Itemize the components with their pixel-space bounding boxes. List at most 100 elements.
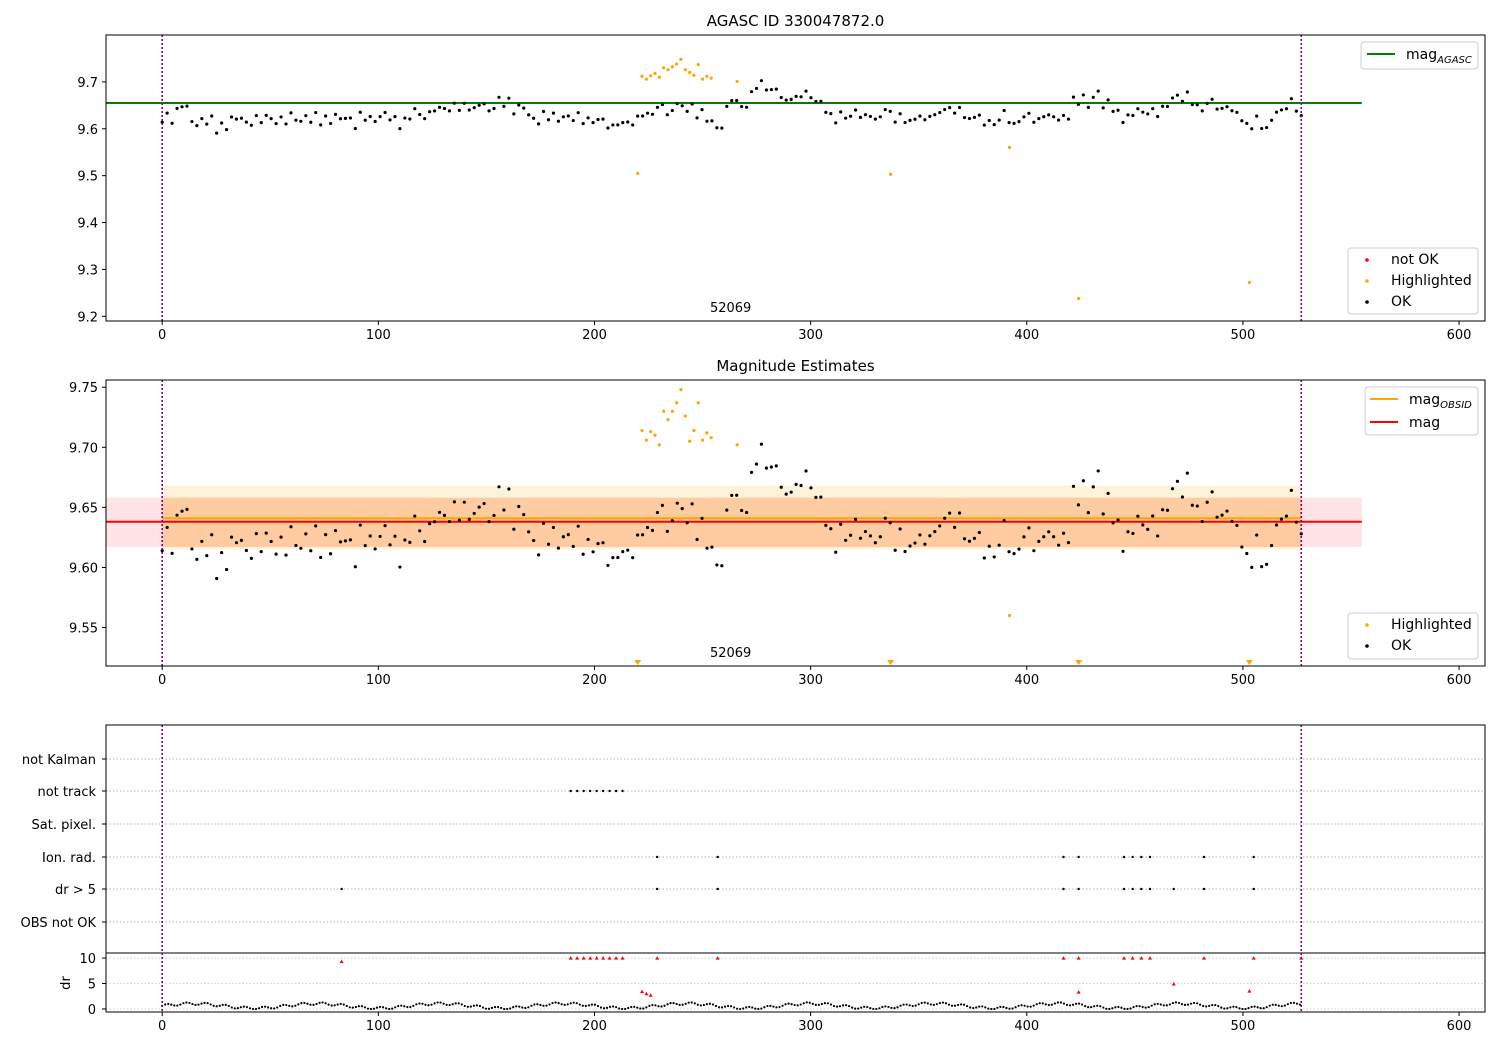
dr-point	[439, 1001, 442, 1004]
highlighted-point	[670, 409, 674, 413]
dr-point	[436, 1001, 439, 1004]
ok-point	[660, 102, 665, 107]
ok-point	[1146, 112, 1150, 116]
ok-point	[1012, 121, 1016, 125]
dr-point	[475, 1004, 479, 1007]
ok-point	[190, 119, 194, 124]
y-tick-label: 9.5	[77, 170, 98, 185]
ok-point	[1032, 549, 1036, 553]
dr-point	[869, 1007, 872, 1010]
dr-point	[1202, 1004, 1205, 1008]
ok-point	[784, 98, 788, 102]
ok-point	[541, 521, 546, 525]
dr-point	[312, 1003, 315, 1006]
dr-point	[1056, 1001, 1059, 1004]
ok-point	[348, 116, 352, 120]
dr-point	[566, 1003, 569, 1006]
ok-point	[1012, 552, 1016, 556]
dr-point	[599, 1006, 603, 1009]
ok-point	[992, 555, 996, 559]
flag-point	[340, 887, 343, 891]
legend-dot-swatch	[1365, 279, 1369, 283]
dr-point	[263, 1005, 267, 1008]
dr-point	[1171, 1001, 1174, 1005]
ok-point	[908, 118, 912, 122]
dr-point	[630, 1005, 633, 1009]
ok-point	[294, 118, 298, 122]
flag-point	[595, 789, 598, 793]
dr-point	[306, 1002, 309, 1005]
dr-high-point	[620, 956, 625, 960]
dr-point	[602, 1007, 606, 1010]
dr-point	[1014, 1006, 1017, 1009]
dr-point	[1065, 1003, 1069, 1006]
legend-dot-swatch	[1365, 258, 1369, 262]
dr-point	[197, 1003, 200, 1006]
dr-point	[506, 1007, 509, 1011]
dr-point	[164, 1003, 167, 1006]
ok-point	[829, 112, 833, 116]
ok-point	[1260, 126, 1264, 131]
highlighted-point	[683, 68, 687, 72]
dr-point	[962, 1003, 966, 1006]
ok-point	[789, 490, 793, 494]
ok-point	[636, 114, 640, 118]
dr-point	[1177, 1001, 1181, 1005]
flag-point	[1202, 887, 1206, 891]
flag-point	[588, 789, 592, 793]
dr-point	[584, 1004, 587, 1008]
dr-point	[633, 1005, 636, 1008]
ok-point	[536, 553, 541, 557]
ok-point	[1161, 104, 1165, 108]
ok-point	[586, 537, 590, 542]
dr-point	[242, 1005, 245, 1008]
dr-point	[975, 1006, 978, 1009]
dr-high-point	[1130, 956, 1135, 960]
ok-point	[383, 110, 387, 115]
ok-point	[487, 520, 491, 524]
ok-point	[675, 501, 679, 505]
dr-point	[1123, 1007, 1126, 1010]
dr-point	[866, 1005, 869, 1009]
highlighted-point	[649, 74, 653, 78]
ok-point	[215, 576, 219, 581]
dr-point	[360, 1005, 364, 1008]
ok-point	[1017, 547, 1021, 551]
legend-item-label: not OK	[1391, 252, 1439, 268]
ok-point	[680, 104, 684, 108]
legend-dot-swatch	[1365, 644, 1369, 648]
x-tick-label: 0	[158, 1019, 166, 1034]
dr-point	[200, 1002, 203, 1005]
ok-point	[527, 113, 531, 117]
dr-point	[1262, 1007, 1265, 1010]
ok-point	[324, 114, 328, 118]
ok-point	[784, 492, 788, 496]
ok-point	[824, 110, 828, 114]
ok-point	[844, 538, 848, 542]
dr-point	[1059, 1001, 1063, 1004]
panel-2-frame	[105, 379, 1486, 667]
dr-point	[515, 1005, 518, 1008]
dr-point	[209, 1003, 212, 1006]
dr-point	[1023, 1004, 1026, 1007]
ok-point	[779, 485, 783, 489]
ok-point	[447, 109, 452, 113]
ok-point	[571, 544, 575, 548]
ok-point	[413, 107, 417, 111]
dr-high-point	[1251, 956, 1256, 960]
dr-point	[412, 1004, 415, 1007]
ok-point	[403, 538, 407, 542]
ok-point	[1002, 108, 1006, 113]
dr-point	[627, 1006, 630, 1010]
ok-point	[269, 117, 273, 121]
flag-row-label: dr > 5	[55, 883, 96, 898]
ok-point	[180, 509, 184, 513]
dr-point	[1277, 1004, 1280, 1007]
highlighted-point	[705, 431, 709, 435]
dr-point	[1005, 1006, 1008, 1010]
ok-point	[913, 541, 917, 545]
dr-point	[354, 1005, 357, 1009]
dr-point	[720, 1006, 724, 1009]
ok-point	[259, 121, 263, 125]
ok-point	[566, 114, 570, 118]
